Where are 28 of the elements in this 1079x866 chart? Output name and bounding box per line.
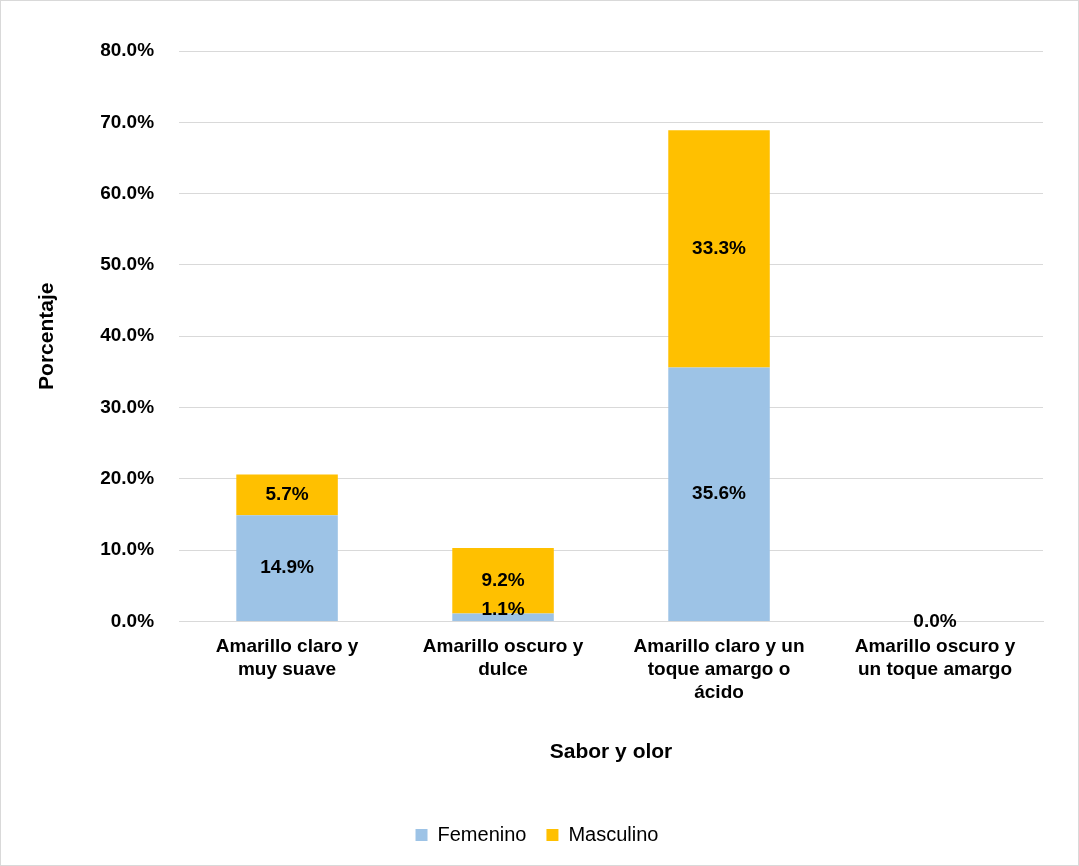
x-tick-label: Amarillo claro y muy suave: [215, 635, 359, 679]
bar: [668, 130, 770, 368]
y-tick-label: 30.0%: [100, 395, 155, 417]
y-tick-label: 60.0%: [100, 181, 155, 203]
y-axis-title: Porcentaje: [34, 282, 58, 390]
legend-label: Masculino: [568, 822, 659, 845]
bar: [236, 474, 338, 516]
data-label: 35.6%: [692, 482, 747, 504]
y-tick-label: 40.0%: [100, 324, 155, 346]
y-tick-label: 20.0%: [100, 467, 155, 489]
legend-label: Femenino: [437, 822, 527, 845]
y-tick-label: 80.0%: [100, 39, 155, 61]
data-label: 33.3%: [692, 237, 747, 259]
bar: [668, 367, 770, 621]
x-axis-title: Sabor y olor: [549, 739, 673, 763]
data-label: 5.7%: [265, 483, 309, 505]
data-label: 9.2%: [481, 568, 525, 590]
y-tick-label: 0.0%: [110, 609, 155, 631]
data-label: 14.9%: [260, 556, 315, 578]
y-tick-label: 50.0%: [100, 253, 155, 275]
x-tick-label: Amarillo claro y un toque amargo o ácido: [633, 635, 805, 702]
x-tick-label: Amarillo oscuro y un toque amargo: [854, 635, 1016, 679]
y-tick-label: 10.0%: [100, 538, 155, 560]
data-label: 0.0%: [913, 609, 957, 631]
bar: [452, 547, 554, 614]
bar: [236, 515, 338, 621]
x-tick-label: Amarillo oscuro y dulce: [422, 635, 584, 679]
y-tick-label: 70.0%: [100, 110, 155, 132]
